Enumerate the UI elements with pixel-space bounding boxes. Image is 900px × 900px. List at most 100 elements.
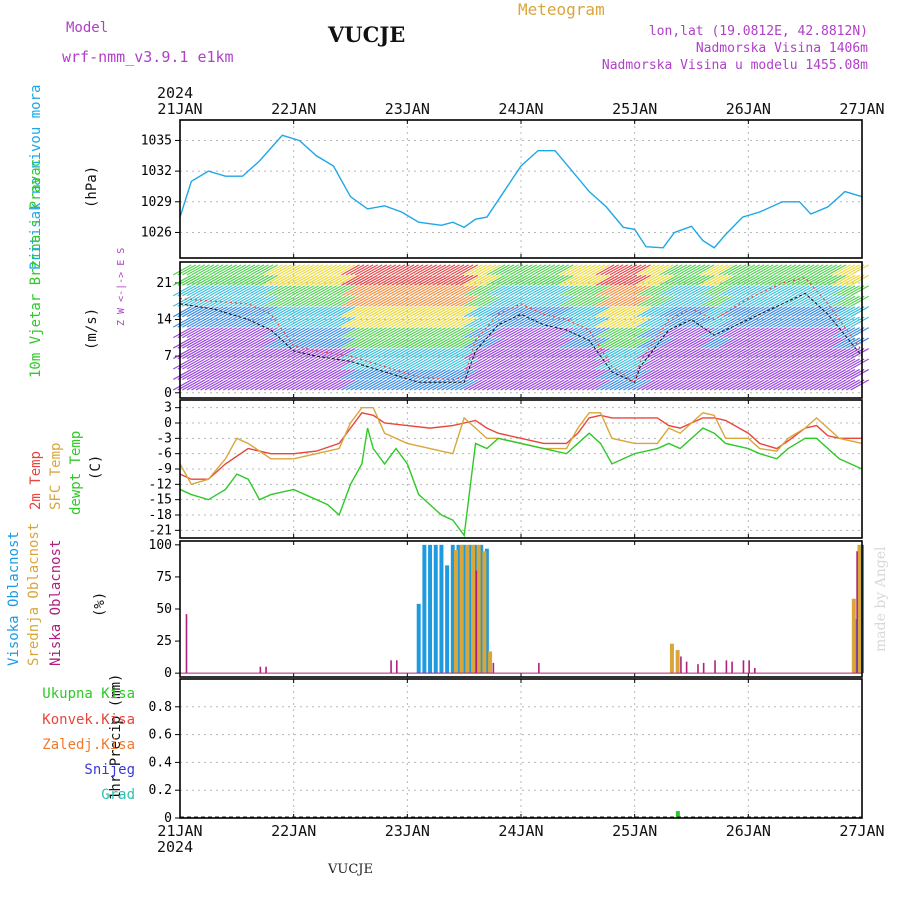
wind-barb bbox=[373, 274, 392, 286]
high-cloud-bar bbox=[422, 544, 427, 674]
wind-barb bbox=[400, 295, 419, 307]
wind-barb bbox=[495, 295, 515, 307]
wind-barb bbox=[232, 327, 251, 339]
wind-barb bbox=[532, 316, 551, 328]
wind-barb bbox=[241, 316, 260, 328]
wind-barb bbox=[450, 348, 469, 360]
wind-barb bbox=[513, 274, 533, 286]
wind-barb bbox=[527, 337, 547, 349]
wind-barb bbox=[359, 316, 378, 328]
y-tick-label: 0 bbox=[164, 386, 172, 401]
wind-barb bbox=[341, 274, 360, 286]
wind-barb bbox=[668, 337, 688, 349]
wind-barb bbox=[209, 264, 228, 276]
wind-barb bbox=[714, 274, 733, 286]
wind-barb bbox=[541, 316, 560, 328]
wind-barb bbox=[222, 274, 242, 286]
wind-barb bbox=[195, 295, 215, 307]
wind-barb bbox=[222, 285, 242, 297]
wind-barb bbox=[332, 316, 351, 328]
wind-barb bbox=[232, 274, 251, 286]
wind-barb bbox=[359, 274, 378, 286]
wind-barb bbox=[673, 327, 692, 339]
wind-barb bbox=[468, 368, 488, 380]
wind-barb bbox=[354, 337, 374, 349]
wind-barb bbox=[463, 274, 483, 286]
wind-barb bbox=[491, 379, 510, 391]
wind-barb bbox=[814, 337, 833, 349]
wind-barb bbox=[454, 264, 474, 276]
wind-barb bbox=[227, 264, 247, 276]
wind-barb bbox=[445, 264, 465, 276]
wind-barb bbox=[691, 295, 710, 307]
wind-barb bbox=[650, 264, 669, 276]
wind-barb bbox=[513, 337, 533, 349]
wind-barb bbox=[668, 358, 688, 370]
wind-barb bbox=[468, 337, 488, 349]
wind-barb bbox=[391, 295, 410, 307]
wind-barb bbox=[345, 295, 365, 307]
wind-barb bbox=[327, 316, 347, 328]
wind-barb bbox=[373, 327, 392, 339]
wind-barb bbox=[204, 358, 224, 370]
wind-barb bbox=[632, 306, 651, 318]
wind-barb bbox=[568, 337, 588, 349]
wind-barb bbox=[254, 337, 274, 349]
wind-barb bbox=[609, 368, 629, 380]
wind-barb bbox=[704, 306, 724, 318]
wind-barb bbox=[614, 274, 633, 286]
wind-barb bbox=[450, 316, 469, 328]
wind-barb bbox=[641, 316, 660, 328]
wind-barb bbox=[245, 368, 265, 380]
wind-barb bbox=[573, 264, 592, 276]
wind-barb bbox=[818, 306, 838, 318]
wind-barb bbox=[559, 274, 579, 286]
wind-barb bbox=[345, 358, 365, 370]
wind-barb bbox=[177, 295, 197, 307]
wind-barb bbox=[614, 379, 633, 391]
wind-barb bbox=[650, 306, 669, 318]
wind-barb bbox=[218, 337, 238, 349]
wind-barb bbox=[318, 306, 338, 318]
wind-barb bbox=[354, 348, 374, 360]
wind-barb bbox=[477, 264, 497, 276]
wind-barb bbox=[304, 348, 324, 360]
wind-barb bbox=[363, 337, 383, 349]
wind-barb bbox=[227, 285, 247, 297]
wind-barb bbox=[291, 316, 310, 328]
wind-barb bbox=[400, 306, 419, 318]
wind-barb bbox=[218, 327, 238, 339]
wind-barb bbox=[482, 316, 501, 328]
wind-barb bbox=[627, 306, 647, 318]
wind-barb bbox=[523, 379, 542, 391]
wind-barb bbox=[463, 295, 483, 307]
wind-barb bbox=[777, 368, 797, 380]
wind-barb bbox=[382, 285, 401, 297]
wind-barb bbox=[695, 379, 715, 391]
wind-barb bbox=[736, 358, 756, 370]
wind-barb bbox=[295, 274, 315, 286]
wind-barb bbox=[673, 348, 692, 360]
wind-barb bbox=[463, 337, 483, 349]
y-tick-label: 0.8 bbox=[149, 700, 172, 715]
wind-barb bbox=[673, 337, 692, 349]
wind-barb bbox=[691, 358, 710, 370]
wind-barb bbox=[432, 285, 451, 297]
wind-barb bbox=[732, 358, 751, 370]
wind-barb bbox=[664, 316, 683, 328]
wind-barb bbox=[273, 316, 292, 328]
wind-barb bbox=[682, 285, 701, 297]
wind-barb bbox=[568, 368, 588, 380]
wind-barb bbox=[750, 264, 769, 276]
wind-barb bbox=[177, 306, 197, 318]
wind-barb bbox=[582, 327, 601, 339]
wind-barb bbox=[463, 264, 483, 276]
wind-barb bbox=[382, 379, 401, 391]
wind-barb bbox=[814, 348, 833, 360]
wind-barb bbox=[273, 337, 292, 349]
wind-barb bbox=[518, 316, 538, 328]
wind-barb bbox=[209, 379, 228, 391]
wind-barb bbox=[577, 337, 597, 349]
wind-barb bbox=[682, 348, 701, 360]
wind-barb bbox=[300, 368, 319, 380]
